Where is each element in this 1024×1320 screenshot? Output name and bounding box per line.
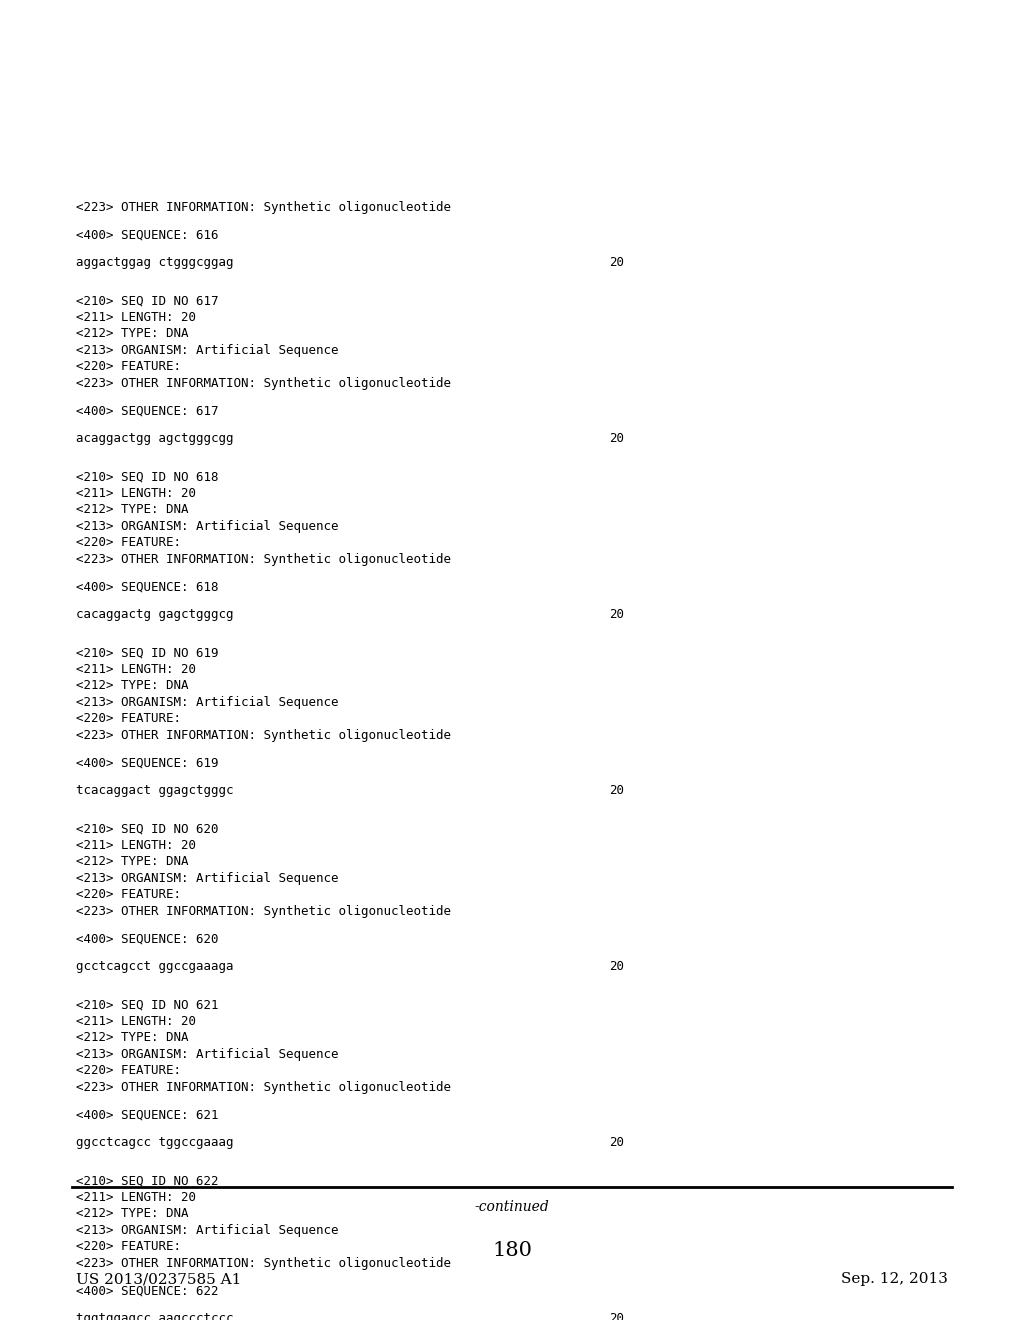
Text: <400> SEQUENCE: 616: <400> SEQUENCE: 616 bbox=[76, 228, 218, 242]
Text: <211> LENGTH: 20: <211> LENGTH: 20 bbox=[76, 663, 196, 676]
Text: <220> FEATURE:: <220> FEATURE: bbox=[76, 536, 181, 549]
Text: <223> OTHER INFORMATION: Synthetic oligonucleotide: <223> OTHER INFORMATION: Synthetic oligo… bbox=[76, 1081, 451, 1094]
Text: ggcctcagcc tggccgaaag: ggcctcagcc tggccgaaag bbox=[76, 1135, 233, 1148]
Text: <213> ORGANISM: Artificial Sequence: <213> ORGANISM: Artificial Sequence bbox=[76, 1224, 338, 1237]
Text: <223> OTHER INFORMATION: Synthetic oligonucleotide: <223> OTHER INFORMATION: Synthetic oligo… bbox=[76, 1257, 451, 1270]
Text: <212> TYPE: DNA: <212> TYPE: DNA bbox=[76, 1208, 188, 1220]
Text: <213> ORGANISM: Artificial Sequence: <213> ORGANISM: Artificial Sequence bbox=[76, 696, 338, 709]
Text: <210> SEQ ID NO 621: <210> SEQ ID NO 621 bbox=[76, 998, 218, 1011]
Text: <213> ORGANISM: Artificial Sequence: <213> ORGANISM: Artificial Sequence bbox=[76, 520, 338, 533]
Text: <223> OTHER INFORMATION: Synthetic oligonucleotide: <223> OTHER INFORMATION: Synthetic oligo… bbox=[76, 904, 451, 917]
Text: 20: 20 bbox=[609, 1312, 625, 1320]
Text: tggtggagcc aagccctccc: tggtggagcc aagccctccc bbox=[76, 1312, 233, 1320]
Text: tcacaggact ggagctgggc: tcacaggact ggagctgggc bbox=[76, 784, 233, 797]
Text: <220> FEATURE:: <220> FEATURE: bbox=[76, 888, 181, 902]
Text: 20: 20 bbox=[609, 256, 625, 269]
Text: <400> SEQUENCE: 618: <400> SEQUENCE: 618 bbox=[76, 581, 218, 593]
Text: <212> TYPE: DNA: <212> TYPE: DNA bbox=[76, 680, 188, 692]
Text: acaggactgg agctgggcgg: acaggactgg agctgggcgg bbox=[76, 432, 233, 445]
Text: <223> OTHER INFORMATION: Synthetic oligonucleotide: <223> OTHER INFORMATION: Synthetic oligo… bbox=[76, 201, 451, 214]
Text: <213> ORGANISM: Artificial Sequence: <213> ORGANISM: Artificial Sequence bbox=[76, 343, 338, 356]
Text: <212> TYPE: DNA: <212> TYPE: DNA bbox=[76, 855, 188, 869]
Text: Sep. 12, 2013: Sep. 12, 2013 bbox=[842, 1272, 948, 1287]
Text: <223> OTHER INFORMATION: Synthetic oligonucleotide: <223> OTHER INFORMATION: Synthetic oligo… bbox=[76, 376, 451, 389]
Text: US 2013/0237585 A1: US 2013/0237585 A1 bbox=[76, 1272, 241, 1287]
Text: <213> ORGANISM: Artificial Sequence: <213> ORGANISM: Artificial Sequence bbox=[76, 871, 338, 884]
Text: <210> SEQ ID NO 617: <210> SEQ ID NO 617 bbox=[76, 294, 218, 308]
Text: cacaggactg gagctgggcg: cacaggactg gagctgggcg bbox=[76, 607, 233, 620]
Text: <400> SEQUENCE: 619: <400> SEQUENCE: 619 bbox=[76, 756, 218, 770]
Text: <210> SEQ ID NO 618: <210> SEQ ID NO 618 bbox=[76, 470, 218, 483]
Text: 20: 20 bbox=[609, 607, 625, 620]
Text: <223> OTHER INFORMATION: Synthetic oligonucleotide: <223> OTHER INFORMATION: Synthetic oligo… bbox=[76, 729, 451, 742]
Text: 20: 20 bbox=[609, 432, 625, 445]
Text: <212> TYPE: DNA: <212> TYPE: DNA bbox=[76, 503, 188, 516]
Text: <220> FEATURE:: <220> FEATURE: bbox=[76, 713, 181, 725]
Text: <213> ORGANISM: Artificial Sequence: <213> ORGANISM: Artificial Sequence bbox=[76, 1048, 338, 1061]
Text: <400> SEQUENCE: 621: <400> SEQUENCE: 621 bbox=[76, 1109, 218, 1121]
Text: gcctcagcct ggccgaaaga: gcctcagcct ggccgaaaga bbox=[76, 960, 233, 973]
Text: <211> LENGTH: 20: <211> LENGTH: 20 bbox=[76, 487, 196, 500]
Text: <211> LENGTH: 20: <211> LENGTH: 20 bbox=[76, 310, 196, 323]
Text: <220> FEATURE:: <220> FEATURE: bbox=[76, 1241, 181, 1253]
Text: <400> SEQUENCE: 622: <400> SEQUENCE: 622 bbox=[76, 1284, 218, 1298]
Text: <212> TYPE: DNA: <212> TYPE: DNA bbox=[76, 1031, 188, 1044]
Text: <212> TYPE: DNA: <212> TYPE: DNA bbox=[76, 327, 188, 341]
Text: <210> SEQ ID NO 620: <210> SEQ ID NO 620 bbox=[76, 822, 218, 836]
Text: <210> SEQ ID NO 622: <210> SEQ ID NO 622 bbox=[76, 1175, 218, 1187]
Text: <400> SEQUENCE: 617: <400> SEQUENCE: 617 bbox=[76, 404, 218, 417]
Text: aggactggag ctgggcggag: aggactggag ctgggcggag bbox=[76, 256, 233, 269]
Text: 20: 20 bbox=[609, 960, 625, 973]
Text: 180: 180 bbox=[492, 1241, 532, 1259]
Text: <211> LENGTH: 20: <211> LENGTH: 20 bbox=[76, 838, 196, 851]
Text: <400> SEQUENCE: 620: <400> SEQUENCE: 620 bbox=[76, 932, 218, 945]
Text: <223> OTHER INFORMATION: Synthetic oligonucleotide: <223> OTHER INFORMATION: Synthetic oligo… bbox=[76, 553, 451, 566]
Text: <220> FEATURE:: <220> FEATURE: bbox=[76, 1064, 181, 1077]
Text: -continued: -continued bbox=[475, 1200, 549, 1214]
Text: <220> FEATURE:: <220> FEATURE: bbox=[76, 360, 181, 374]
Text: <211> LENGTH: 20: <211> LENGTH: 20 bbox=[76, 1191, 196, 1204]
Text: <211> LENGTH: 20: <211> LENGTH: 20 bbox=[76, 1015, 196, 1028]
Text: 20: 20 bbox=[609, 784, 625, 797]
Text: 20: 20 bbox=[609, 1135, 625, 1148]
Text: <210> SEQ ID NO 619: <210> SEQ ID NO 619 bbox=[76, 647, 218, 659]
